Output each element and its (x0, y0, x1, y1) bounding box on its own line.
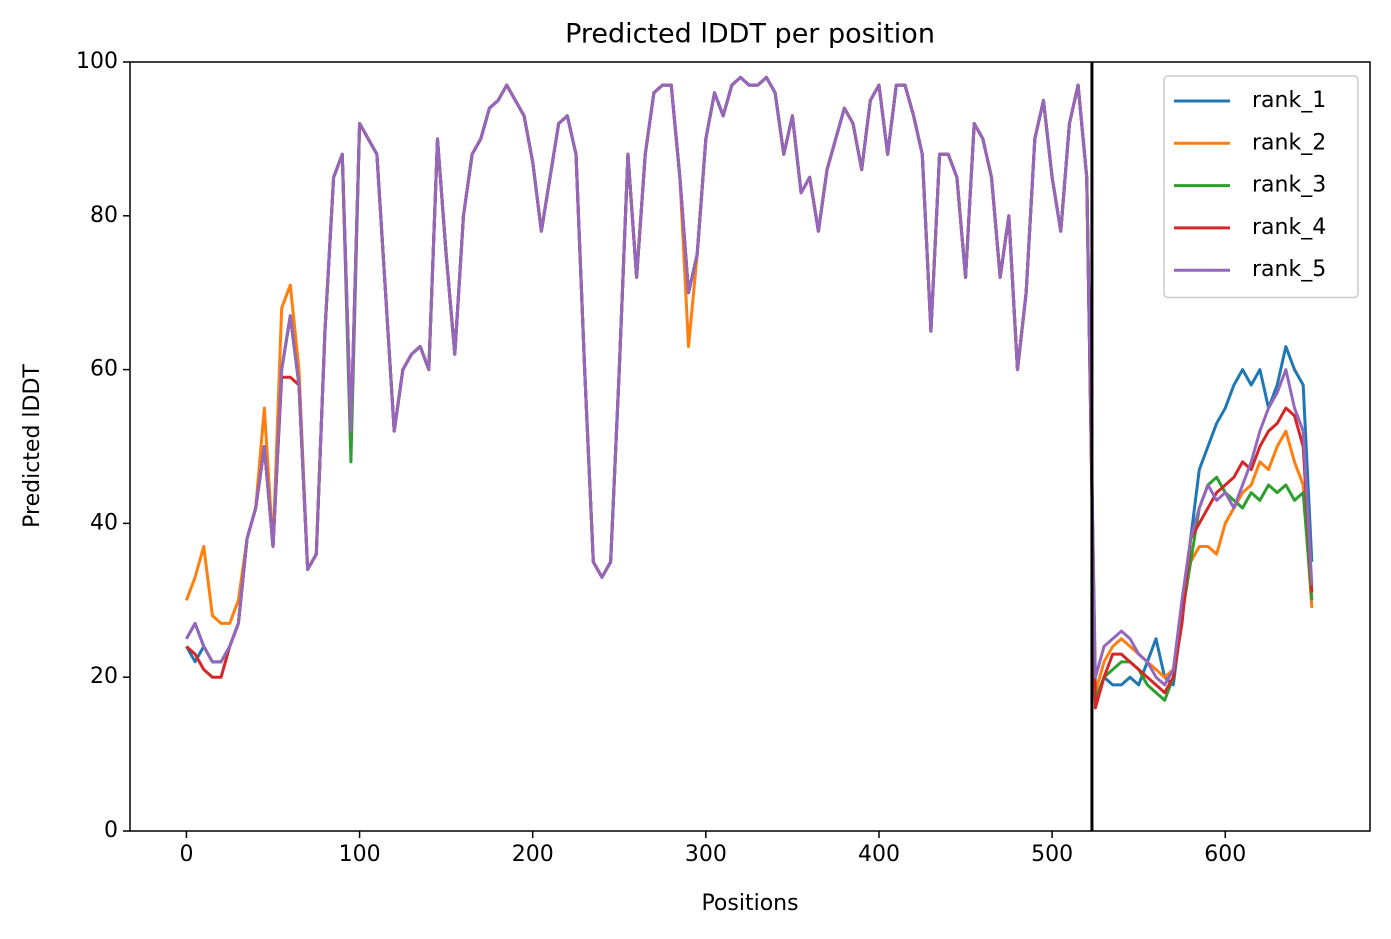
line-series (185, 75, 1314, 702)
chart-title: Predicted lDDT per position (565, 19, 935, 50)
plot-frame (129, 61, 1371, 832)
y-tick-label: 100 (76, 49, 118, 74)
x-tick-label: 600 (1204, 842, 1246, 867)
legend-label: rank_2 (1252, 130, 1326, 155)
x-tick-label: 300 (685, 842, 727, 867)
line-series (185, 75, 1314, 710)
x-axis-label: Positions (701, 891, 798, 916)
y-tick-label: 60 (90, 357, 118, 382)
legend-box (1163, 75, 1359, 299)
x-tick-label: 0 (179, 842, 193, 867)
line-series (185, 75, 1314, 687)
x-tick-label: 500 (1031, 842, 1073, 867)
line-series (185, 75, 1314, 702)
x-tick-label: 100 (339, 842, 381, 867)
y-tick-label: 80 (90, 203, 118, 228)
y-tick-label: 40 (90, 510, 118, 535)
legend-label: rank_1 (1252, 88, 1326, 113)
line-series (185, 75, 1314, 695)
y-tick-label: 0 (104, 818, 118, 843)
x-tick-label: 200 (512, 842, 554, 867)
legend-label: rank_3 (1252, 173, 1326, 198)
legend-label: rank_5 (1252, 257, 1326, 282)
x-tick-label: 400 (858, 842, 900, 867)
y-axis-label: Predicted lDDT (20, 364, 45, 528)
y-tick-label: 20 (90, 664, 118, 689)
legend-label: rank_4 (1252, 215, 1326, 240)
